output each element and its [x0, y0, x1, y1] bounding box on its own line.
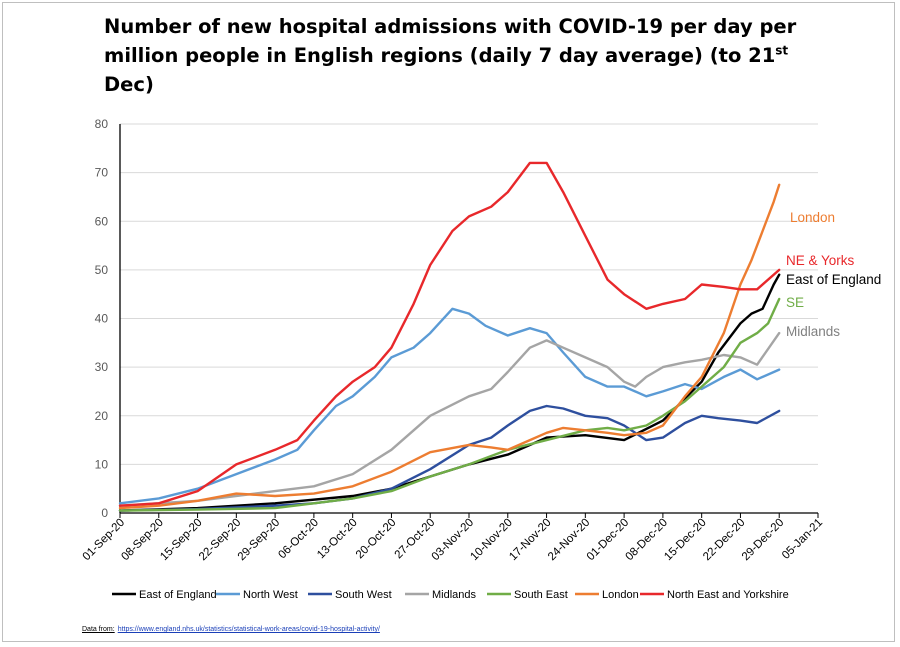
y-tick-label: 30 [95, 360, 109, 374]
legend-label: South East [514, 589, 568, 601]
y-tick-label: 20 [95, 409, 109, 423]
series-end-label: SE [786, 295, 804, 310]
chart-title-line2-prefix: million people in English regions (daily… [104, 44, 776, 67]
chart-title-line2-suffix: Dec) [104, 73, 154, 96]
x-tick-label: 13-Oct-20 [315, 517, 360, 562]
y-tick-label: 80 [95, 117, 109, 131]
legend-label: North West [243, 589, 298, 601]
y-tick-label: 60 [95, 214, 109, 228]
chart-title-line1: Number of new hospital admissions with C… [104, 15, 797, 38]
series-end-label: East of England [786, 272, 881, 287]
y-tick-label: 0 [101, 506, 108, 520]
y-tick-label: 50 [95, 263, 109, 277]
x-tick-label: 06-Oct-20 [276, 517, 321, 562]
legend-label: East of England [139, 589, 217, 601]
x-tick-label: 05-Jan-21 [780, 517, 825, 562]
series-line [118, 331, 781, 507]
x-tick-label: 29-Dec-20 [740, 517, 786, 563]
chart-title-line2: million people in English regions (daily… [104, 41, 804, 99]
y-tick-label: 10 [95, 457, 109, 471]
series-end-label: NE & Yorks [786, 253, 855, 268]
series-end-label: London [790, 210, 835, 225]
series-line [118, 297, 781, 512]
series-line [118, 183, 781, 510]
legend-label: London [602, 589, 639, 601]
legend-label: Midlands [432, 589, 477, 601]
chart-title: Number of new hospital admissions with C… [104, 12, 804, 99]
data-source: Data from: https://www.england.nhs.uk/sta… [82, 626, 380, 633]
chart-title-superscript: st [775, 43, 789, 58]
y-tick-label: 40 [95, 312, 109, 326]
legend-label: North East and Yorkshire [667, 589, 789, 601]
x-tick-label: 20-Oct-20 [354, 517, 399, 562]
series-line [118, 307, 781, 505]
y-tick-label: 70 [95, 166, 109, 180]
series-line [118, 161, 781, 507]
legend-label: South West [335, 589, 392, 601]
data-source-link[interactable]: https://www.england.nhs.uk/statistics/st… [117, 626, 380, 633]
series-line [118, 273, 781, 512]
series-line [118, 404, 781, 512]
data-source-label: Data from: [82, 626, 115, 633]
series-end-label: Midlands [786, 324, 840, 339]
x-tick-label: 29-Sep-20 [236, 517, 282, 563]
